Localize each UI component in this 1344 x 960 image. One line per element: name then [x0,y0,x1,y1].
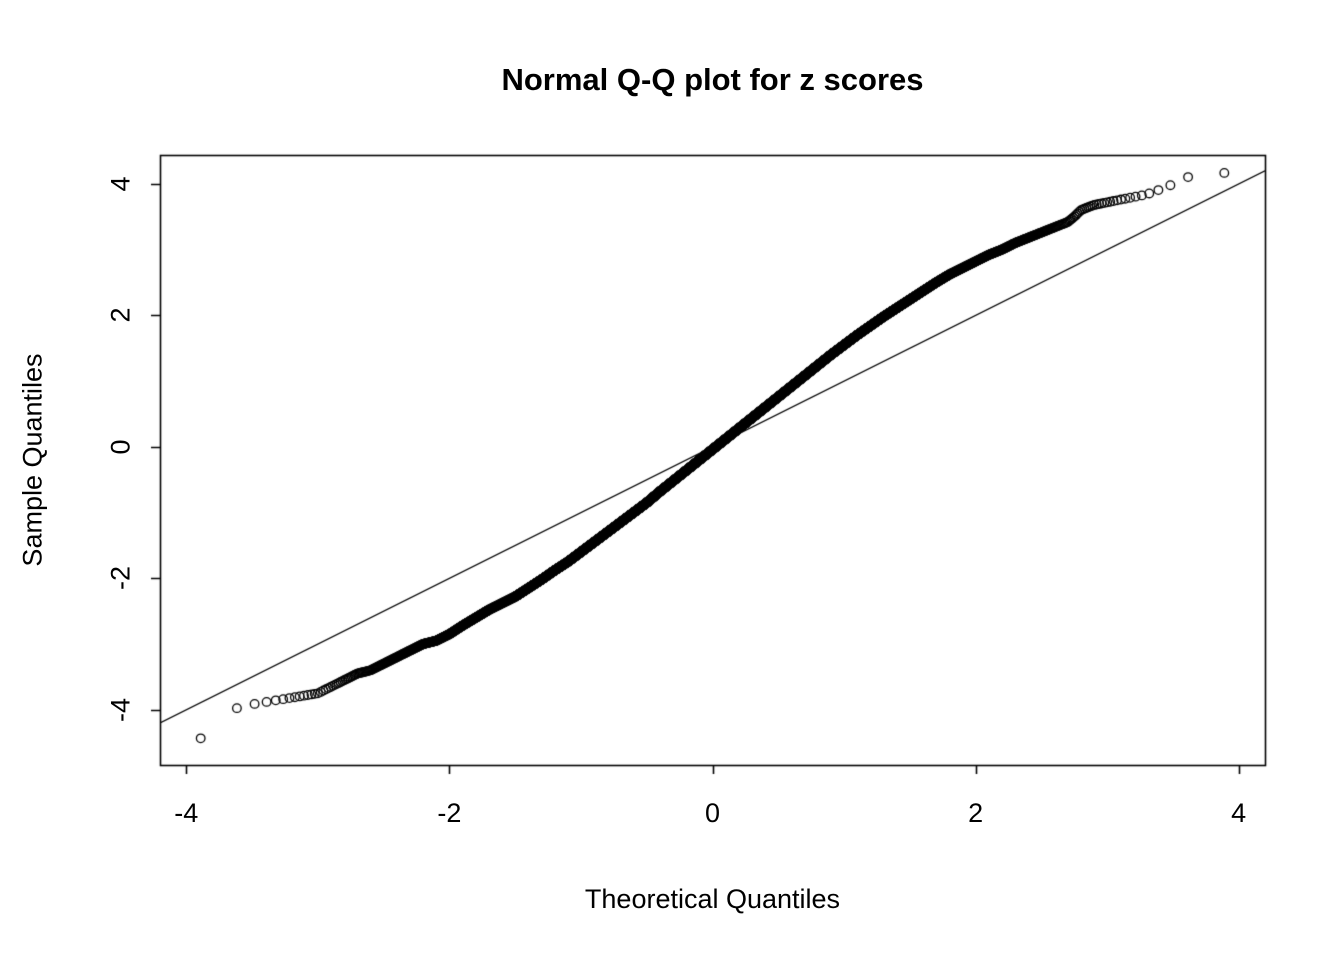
x-tick-label: 4 [1231,798,1247,828]
y-tick-label: -4 [105,697,136,722]
x-tick-label: 0 [704,798,721,828]
y-tick-label: -2 [105,566,136,591]
x-tick-label: -2 [437,798,462,828]
y-tick-label: 4 [105,176,136,192]
chart-title: Normal Q-Q plot for z scores [501,62,924,97]
y-tick-label: 0 [105,439,136,455]
y-tick-label: 2 [105,307,136,323]
x-axis-label: Theoretical Quantiles [584,884,841,914]
y-axis-label: Sample Quantiles [17,353,48,567]
x-tick-label: 2 [968,798,984,828]
x-tick-label: -4 [174,798,199,828]
